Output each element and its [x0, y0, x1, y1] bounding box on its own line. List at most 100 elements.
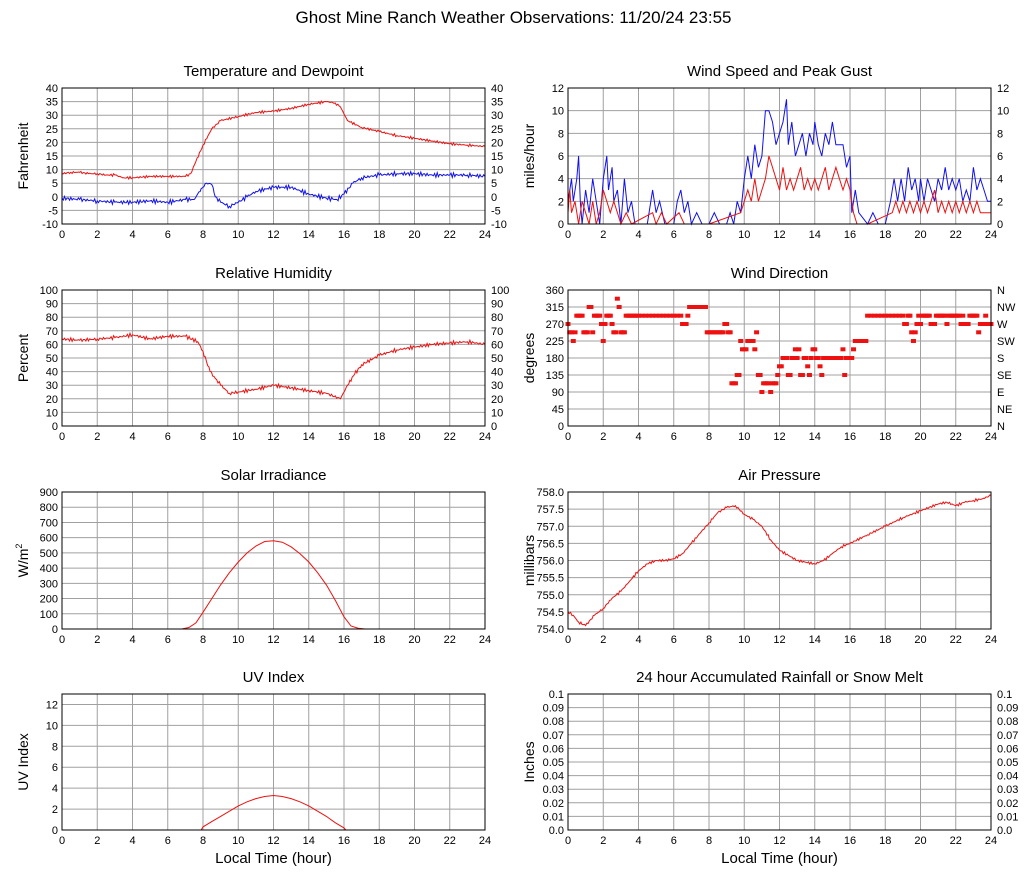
x-tick-label: 0: [59, 634, 65, 646]
x-tick-label: 10: [232, 229, 244, 241]
data-point: [650, 313, 656, 318]
right-tick-label: 10: [491, 407, 503, 419]
data-point: [602, 322, 608, 326]
data-point: [909, 330, 915, 335]
y-tick-label: 6: [558, 151, 564, 163]
data-point: [674, 313, 680, 318]
data-point: [643, 313, 649, 318]
data-point: [743, 347, 749, 352]
right-tick-label: 2: [997, 196, 1003, 208]
right-tick-label: S: [997, 353, 1004, 365]
data-point: [621, 330, 627, 335]
y-tick-label: 180: [546, 353, 564, 365]
data-point: [914, 322, 920, 326]
y-tick-label: 500: [40, 548, 58, 560]
x-tick-label: 0: [565, 229, 571, 241]
x-tick-label: 6: [165, 634, 171, 646]
y-tick-label: 10: [552, 106, 564, 118]
rain-chart: 0 2 4 6 8 10 12 14 16 18 20 22 240.0 0.00.01 0.010.02 0…: [521, 669, 1018, 867]
right-tick-label: 0.06: [997, 743, 1018, 755]
data-point: [572, 330, 578, 335]
data-point: [900, 313, 906, 318]
x-tick-label: 18: [373, 229, 385, 241]
y-tick-label: 90: [46, 299, 58, 311]
y-tick-label: 0.07: [543, 730, 564, 742]
x-tick-label: 22: [444, 431, 456, 443]
data-point: [702, 305, 708, 309]
y-tick-label: 0: [558, 421, 564, 433]
y-tick-label: 20: [46, 394, 58, 406]
data-point: [815, 356, 821, 360]
x-tick-label: 10: [232, 634, 244, 646]
x-tick-label: 16: [844, 229, 856, 241]
data-point: [983, 313, 989, 318]
x-tick-label: 6: [165, 835, 171, 847]
x-tick-label: 10: [738, 835, 750, 847]
data-point: [678, 313, 684, 318]
x-tick-label: 24: [479, 835, 491, 847]
data-point: [653, 313, 659, 318]
x-tick-label: 12: [267, 634, 279, 646]
right-tick-label: 10: [997, 106, 1009, 118]
y-tick-label: 0.02: [543, 798, 564, 810]
right-tick-label: 30: [491, 110, 503, 122]
x-tick-label: 2: [94, 634, 100, 646]
data-point: [916, 313, 922, 318]
x-tick-label: 20: [408, 835, 420, 847]
x-tick-label: 16: [844, 431, 856, 443]
x-tick-label: 0: [59, 431, 65, 443]
x-tick-label: 10: [738, 229, 750, 241]
right-tick-label: N: [997, 421, 1005, 433]
chart-title: Wind Direction: [731, 265, 829, 282]
y-tick-label: 400: [40, 563, 58, 575]
plot-frame: [61, 87, 486, 225]
y-tick-label: 600: [40, 533, 58, 545]
data-point: [907, 313, 913, 318]
data-point: [646, 313, 652, 318]
data-point: [759, 390, 765, 394]
data-point: [732, 381, 738, 386]
plot-frame: [567, 491, 992, 630]
data-point: [872, 313, 878, 318]
chart-title: Solar Irradiance: [221, 467, 327, 484]
data-point: [840, 347, 846, 352]
data-point: [775, 373, 781, 377]
x-tick-label: 24: [985, 229, 997, 241]
right-tick-label: SW: [997, 336, 1015, 348]
y-tick-label: 0.1: [549, 689, 564, 701]
x-tick-label: 14: [303, 229, 315, 241]
data-point: [738, 339, 744, 343]
x-tick-label: 24: [479, 229, 491, 241]
x-tick-label: 20: [914, 431, 926, 443]
right-tick-label: 4: [997, 174, 1003, 186]
data-point: [875, 313, 881, 318]
data-point: [803, 356, 809, 360]
right-tick-label: 6: [997, 151, 1003, 163]
data-point: [819, 373, 825, 377]
x-tick-label: 8: [200, 835, 206, 847]
x-tick-label: 18: [373, 431, 385, 443]
x-tick-label: 22: [444, 835, 456, 847]
y-tick-label: 60: [46, 339, 58, 351]
right-tick-label: NW: [997, 302, 1016, 314]
x-tick-label: 4: [129, 634, 135, 646]
y-tick-label: 10: [46, 165, 58, 177]
y-tick-label: 0.06: [543, 743, 564, 755]
right-tick-label: 12: [997, 83, 1009, 95]
data-point: [965, 322, 971, 326]
data-point: [636, 313, 641, 318]
series-line: [62, 794, 485, 831]
right-tick-label: 15: [491, 151, 503, 163]
y-tick-label: 900: [40, 487, 58, 499]
solar-chart: 0 2 4 6 8 10 12 14 16 18 20 22 240100200300400500600…: [14, 467, 491, 646]
data-point: [863, 339, 869, 343]
right-tick-label: 25: [491, 124, 503, 136]
x-tick-label: 2: [600, 431, 606, 443]
chart-title: Temperature and Dewpoint: [183, 63, 364, 80]
data-point: [806, 373, 812, 377]
data-point: [598, 322, 604, 326]
data-point: [614, 296, 620, 301]
x-tick-label: 16: [338, 835, 350, 847]
